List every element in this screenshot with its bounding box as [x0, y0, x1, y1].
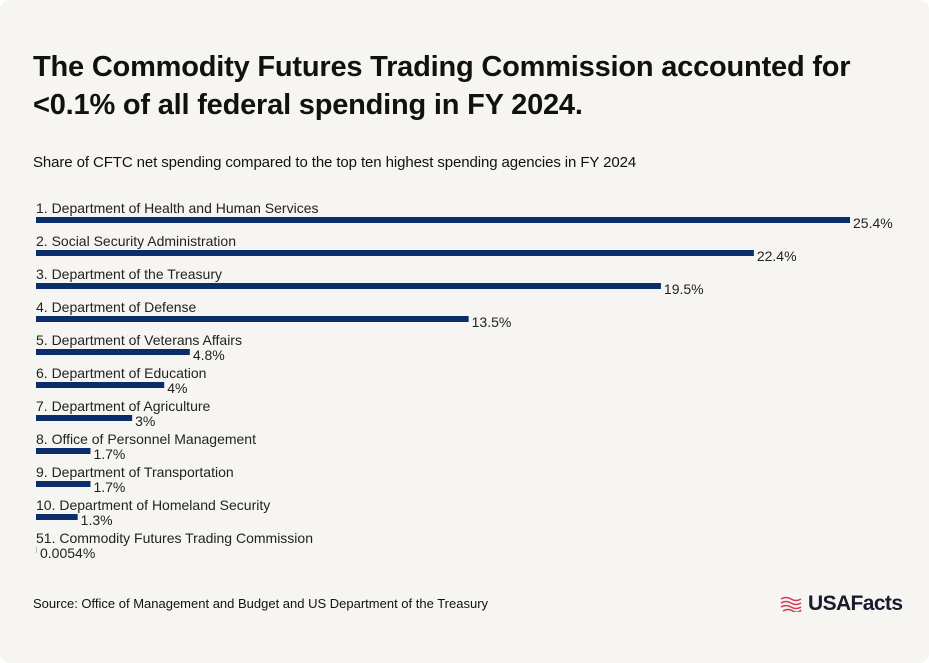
category-label: 6. Department of Education — [36, 365, 206, 381]
bar — [36, 349, 190, 355]
usafacts-logo[interactable]: USAFacts — [780, 592, 903, 616]
bar — [36, 217, 850, 223]
value-label: 1.7% — [93, 479, 125, 495]
category-label: 10. Department of Homeland Security — [36, 497, 270, 513]
value-label: 19.5% — [664, 281, 704, 297]
category-label: 3. Department of the Treasury — [36, 266, 222, 282]
source-note: Source: Office of Management and Budget … — [33, 596, 489, 611]
category-label: 5. Department of Veterans Affairs — [36, 332, 242, 348]
value-label: 0.0054% — [40, 545, 95, 561]
category-label: 1. Department of Health and Human Servic… — [36, 200, 318, 216]
category-label: 4. Department of Defense — [36, 299, 197, 315]
chart-subtitle: Share of CFTC net spending compared to t… — [33, 154, 637, 171]
logo-text: USAFacts — [808, 592, 903, 615]
value-label: 1.3% — [81, 512, 113, 528]
bar — [36, 415, 133, 421]
category-label: 51. Commodity Futures Trading Commission — [36, 530, 313, 546]
bar — [36, 481, 91, 487]
category-label: 9. Department of Transportation — [36, 464, 234, 480]
value-label: 22.4% — [757, 248, 797, 264]
bar — [36, 250, 754, 256]
bar — [36, 283, 661, 289]
value-label: 4% — [167, 380, 187, 396]
bar — [36, 448, 91, 454]
category-label: 8. Office of Personnel Management — [36, 431, 256, 447]
value-label: 4.8% — [193, 347, 225, 363]
value-label: 25.4% — [853, 215, 893, 231]
category-label: 7. Department of Agriculture — [36, 398, 211, 414]
bar — [36, 382, 165, 388]
bar — [36, 514, 78, 520]
bar — [36, 316, 469, 322]
chart-title: The Commodity Futures Trading Commission… — [33, 51, 851, 121]
flag-icon — [780, 596, 802, 612]
value-label: 13.5% — [472, 314, 512, 330]
bar — [36, 547, 37, 553]
category-label: 2. Social Security Administration — [36, 233, 236, 249]
value-label: 1.7% — [93, 446, 125, 462]
value-label: 3% — [135, 413, 155, 429]
